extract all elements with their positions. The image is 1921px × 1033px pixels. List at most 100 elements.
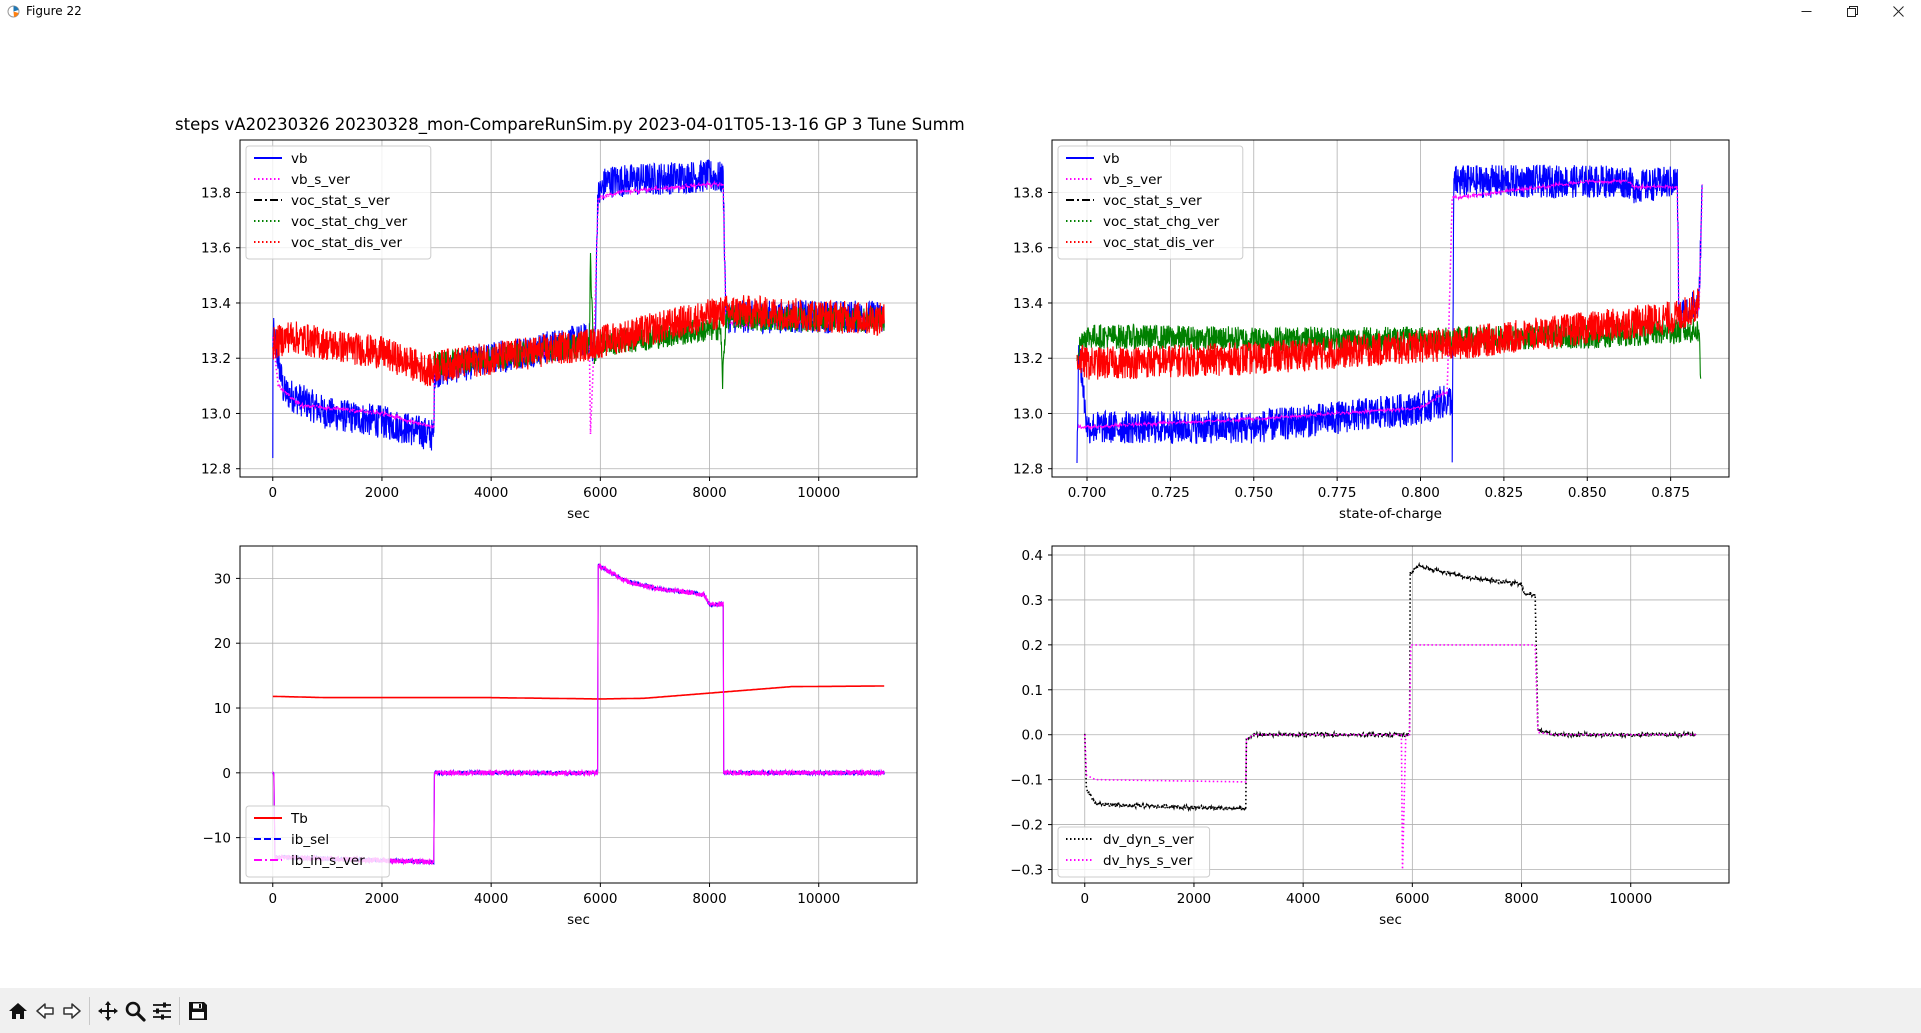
y-tick-label: 0	[222, 766, 231, 782]
figure-canvas[interactable]: steps vA20230326 20230328_mon-CompareRun…	[0, 22, 1921, 988]
x-tick-label: 4000	[474, 891, 508, 907]
legend-box	[1057, 145, 1244, 260]
x-tick-label: 0.750	[1234, 485, 1273, 501]
x-tick-label: 0.725	[1151, 485, 1190, 501]
x-tick-label: 0	[1080, 891, 1089, 907]
legend-label-vb_s_ver: vb_s_ver	[291, 172, 350, 188]
back-button[interactable]	[31, 996, 58, 1026]
x-tick-label: 0.775	[1318, 485, 1357, 501]
move-icon	[97, 1000, 118, 1021]
x-axis-label: sec	[567, 506, 590, 522]
legend-label-vb: vb	[1103, 151, 1120, 167]
toolbar-separator	[179, 996, 180, 1025]
restore-button[interactable]	[1829, 0, 1875, 22]
x-tick-label: 4000	[474, 485, 508, 501]
toolbar-separator	[89, 996, 90, 1025]
legend-label-voc_stat_dis_ver: voc_stat_dis_ver	[291, 235, 402, 251]
y-tick-label: 0.0	[1022, 728, 1043, 744]
y-tick-label: 0.1	[1022, 683, 1043, 699]
minimize-icon	[1801, 10, 1811, 12]
y-tick-label: 13.4	[201, 296, 231, 312]
y-tick-label: 13.6	[1013, 241, 1043, 257]
legend-box	[1057, 826, 1211, 878]
legend-box	[245, 145, 432, 260]
y-tick-label: −0.2	[1010, 818, 1043, 834]
matplotlib-app-icon	[6, 4, 20, 18]
x-tick-label: 8000	[1504, 891, 1538, 907]
x-tick-label: 0.700	[1068, 485, 1107, 501]
close-button[interactable]	[1875, 0, 1921, 22]
y-tick-label: 0.4	[1022, 548, 1043, 564]
pan-button[interactable]	[94, 996, 121, 1026]
floppy-icon	[188, 1001, 207, 1020]
series-line-vb_s_ver	[1077, 177, 1704, 432]
minimize-button[interactable]	[1783, 0, 1829, 22]
series-line-dv_dyn_s_ver	[1084, 561, 1697, 813]
window-titlebar: Figure 22	[0, 0, 1921, 22]
y-tick-label: 13.2	[201, 351, 231, 367]
subplot-3: 0 2000 4000 6000 8000 10000 −10 0 10 20 30 sec Tb ib_…	[203, 545, 918, 928]
y-tick-label: 12.8	[201, 462, 231, 478]
axes-frame	[1051, 139, 1730, 478]
x-tick-label: 10000	[797, 891, 840, 907]
y-tick-label: 20	[214, 636, 231, 652]
magnifier-icon	[125, 1001, 146, 1022]
x-tick-label: 8000	[692, 891, 726, 907]
x-tick-label: 0.850	[1568, 485, 1607, 501]
y-tick-label: −10	[203, 831, 232, 847]
legend-label-voc_stat_chg_ver: voc_stat_chg_ver	[1103, 214, 1220, 230]
x-tick-label: 0.800	[1401, 485, 1440, 501]
legend-label-voc_stat_s_ver: voc_stat_s_ver	[291, 193, 390, 209]
x-tick-label: 2000	[1177, 891, 1211, 907]
x-axis-label: sec	[567, 912, 590, 928]
x-tick-label: 10000	[797, 485, 840, 501]
y-tick-label: 13.8	[201, 185, 231, 201]
series-line-voc_stat_dis_ver	[272, 295, 885, 387]
legend-label-ib_sel: ib_sel	[291, 832, 329, 848]
close-icon	[1892, 5, 1904, 17]
configure-button[interactable]	[148, 996, 175, 1026]
legend-label-vb_s_ver: vb_s_ver	[1103, 172, 1162, 188]
x-axis-label: state-of-charge	[1339, 506, 1442, 522]
x-tick-label: 10000	[1609, 891, 1652, 907]
legend: dv_dyn_s_ver dv_hys_s_ver	[1057, 826, 1211, 878]
legend-label-Tb: Tb	[290, 811, 308, 827]
series-line-voc_stat_dis_ver	[1076, 288, 1700, 380]
legend-label-ib_in_s_ver: ib_in_s_ver	[291, 853, 365, 869]
home-button[interactable]	[4, 996, 31, 1026]
home-icon	[8, 1002, 27, 1019]
y-tick-label: 13.4	[1013, 296, 1043, 312]
y-tick-label: 13.6	[201, 241, 231, 257]
y-tick-label: 13.2	[1013, 351, 1043, 367]
y-tick-label: −0.1	[1010, 773, 1043, 789]
x-tick-label: 6000	[583, 485, 617, 501]
arrow-left-icon	[35, 1002, 54, 1019]
y-tick-label: 12.8	[1013, 462, 1043, 478]
forward-button[interactable]	[58, 996, 85, 1026]
legend-label-vb: vb	[291, 151, 308, 167]
y-tick-label: 13.0	[1013, 406, 1043, 422]
subplot-4: 0 2000 4000 6000 8000 10000 −0.3 −0.2 −0.1 0.0 0.1…	[1010, 545, 1730, 928]
x-tick-label: 8000	[692, 485, 726, 501]
y-tick-label: 30	[214, 571, 231, 587]
arrow-right-icon	[62, 1002, 81, 1019]
sliders-icon	[152, 1002, 171, 1019]
axes-frame	[1051, 545, 1730, 884]
y-tick-label: 13.8	[1013, 185, 1043, 201]
series-line-Tb	[272, 685, 885, 700]
save-button[interactable]	[184, 996, 211, 1026]
restore-icon	[1846, 5, 1858, 17]
x-tick-label: 6000	[1395, 891, 1429, 907]
y-tick-label: −0.3	[1010, 863, 1043, 879]
y-tick-label: 0.3	[1022, 593, 1043, 609]
x-axis-label: sec	[1379, 912, 1402, 928]
x-tick-label: 2000	[365, 485, 399, 501]
x-tick-label: 0.825	[1485, 485, 1524, 501]
y-tick-label: 10	[214, 701, 231, 717]
zoom-button[interactable]	[121, 996, 148, 1026]
x-tick-label: 0	[268, 891, 277, 907]
legend: vb vb_s_ver voc_stat_s_ver voc_stat_chg_ver…	[245, 145, 432, 260]
figure-svg: steps vA20230326 20230328_mon-CompareRun…	[175, 115, 1730, 928]
subplot-2: 0.700 0.725 0.750 0.775 0.800 0.825 0.850 0.875…	[1013, 139, 1730, 522]
figure-suptitle: steps vA20230326 20230328_mon-CompareRun…	[175, 115, 965, 135]
